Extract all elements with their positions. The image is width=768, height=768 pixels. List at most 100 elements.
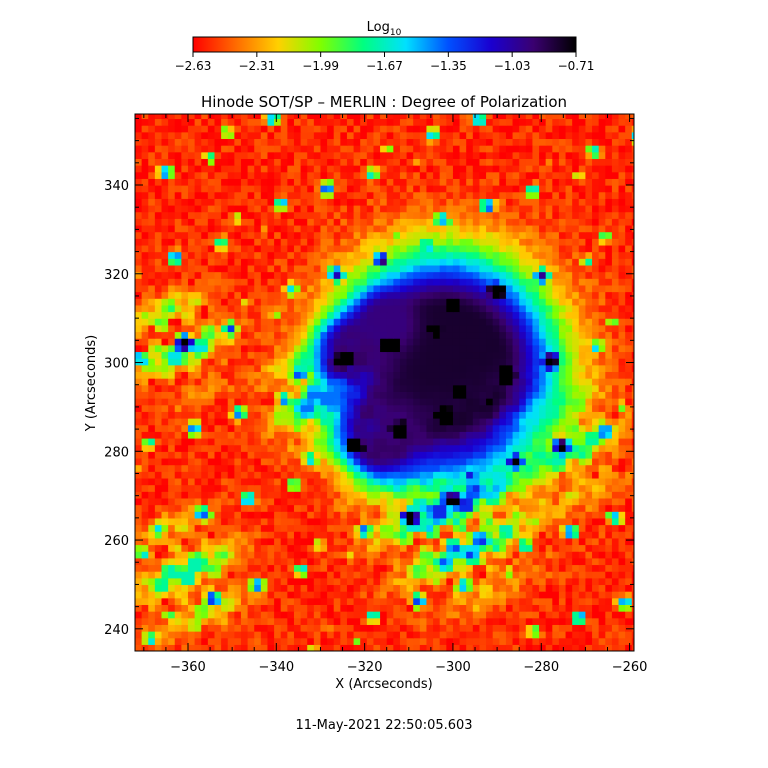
heatmap-cell	[519, 551, 527, 559]
heatmap-cell	[207, 284, 216, 293]
heatmap-cell	[419, 384, 428, 392]
heatmap-cell	[221, 437, 229, 446]
heatmap-cell	[565, 591, 573, 599]
heatmap-cell	[234, 444, 242, 452]
heatmap-cell	[611, 557, 620, 566]
heatmap-cell	[274, 278, 282, 286]
heatmap-cell	[320, 391, 328, 399]
heatmap-cell	[340, 431, 348, 439]
heatmap-cell	[227, 631, 235, 639]
heatmap-cell	[539, 451, 547, 459]
heatmap-cell	[545, 291, 553, 299]
heatmap-cell	[247, 278, 255, 286]
heatmap-cell	[320, 444, 328, 452]
heatmap-cell	[545, 318, 553, 326]
heatmap-cell	[452, 631, 461, 639]
heatmap-cell	[472, 378, 481, 386]
heatmap-cell	[525, 491, 534, 499]
heatmap-cell	[221, 571, 229, 579]
heatmap-cell	[439, 491, 447, 499]
heatmap-cell	[287, 524, 295, 532]
heatmap-cell	[240, 604, 249, 612]
heatmap-cell	[307, 504, 315, 512]
heatmap-cell	[313, 211, 322, 219]
heatmap-cell	[433, 484, 441, 492]
heatmap-cell	[539, 418, 547, 426]
heatmap-cell	[393, 404, 401, 412]
heatmap-cell	[452, 644, 461, 651]
heatmap-cell	[254, 418, 262, 426]
heatmap-cell	[313, 351, 322, 359]
heatmap-cell	[406, 331, 414, 339]
heatmap-cell	[419, 331, 428, 339]
heatmap-cell	[532, 577, 540, 586]
heatmap-cell	[320, 644, 328, 651]
heatmap-cell	[207, 211, 216, 219]
heatmap-cell	[333, 271, 341, 279]
heatmap-cell	[539, 531, 547, 539]
heatmap-cell	[393, 577, 401, 586]
heatmap-cell	[181, 278, 189, 286]
heatmap-cell	[234, 457, 242, 466]
heatmap-cell	[611, 311, 620, 319]
heatmap-cell	[340, 504, 348, 512]
heatmap-cell	[267, 244, 275, 253]
heatmap-cell	[194, 504, 202, 512]
heatmap-cell	[221, 477, 229, 486]
heatmap-cell	[446, 604, 454, 612]
heatmap-cell	[240, 271, 249, 279]
heatmap-cell	[419, 537, 428, 546]
heatmap-cell	[578, 371, 587, 379]
heatmap-cell	[274, 437, 282, 446]
heatmap-cell	[373, 218, 381, 226]
heatmap-cell	[585, 544, 593, 552]
heatmap-cell	[207, 624, 216, 632]
heatmap-cell	[168, 484, 176, 492]
heatmap-cell	[426, 404, 434, 412]
heatmap-cell	[539, 557, 547, 566]
heatmap-cell	[399, 224, 408, 233]
heatmap-cell	[154, 278, 163, 286]
heatmap-cell	[552, 391, 560, 399]
heatmap-cell	[479, 551, 487, 559]
heatmap-cell	[360, 324, 368, 333]
heatmap-cell	[287, 644, 295, 651]
heatmap-cell	[274, 531, 282, 539]
heatmap-cell	[519, 411, 527, 419]
heatmap-cell	[479, 597, 487, 605]
heatmap-cell	[446, 617, 454, 625]
heatmap-cell	[558, 231, 567, 239]
heatmap-cell	[234, 631, 242, 639]
heatmap-cell	[459, 544, 467, 552]
heatmap-cell	[486, 244, 494, 253]
heatmap-cell	[320, 437, 328, 446]
heatmap-cell	[234, 597, 242, 605]
heatmap-cell	[214, 524, 222, 532]
heatmap-cell	[558, 564, 567, 572]
heatmap-cell	[446, 338, 454, 346]
heatmap-cell	[452, 544, 461, 552]
heatmap-cell	[486, 391, 494, 399]
heatmap-cell	[366, 244, 375, 253]
heatmap-cell	[399, 464, 408, 472]
heatmap-cell	[221, 338, 229, 346]
heatmap-cell	[486, 371, 494, 379]
heatmap-cell	[307, 544, 315, 552]
heatmap-cell	[452, 378, 461, 386]
heatmap-cell	[479, 464, 487, 472]
heatmap-cell	[267, 517, 275, 526]
heatmap-cell	[592, 238, 600, 246]
heatmap-cell	[605, 564, 613, 572]
heatmap-cell	[360, 551, 368, 559]
heatmap-cell	[340, 384, 348, 392]
heatmap-cell	[373, 524, 381, 532]
heatmap-cell	[380, 324, 388, 333]
heatmap-cell	[413, 284, 421, 293]
heatmap-cell	[346, 571, 355, 579]
heatmap-cell	[154, 457, 163, 466]
heatmap-cell	[293, 351, 302, 359]
heatmap-cell	[565, 344, 573, 353]
heatmap-cell	[433, 411, 441, 419]
heatmap-cell	[260, 471, 269, 479]
heatmap-cell	[532, 378, 540, 386]
